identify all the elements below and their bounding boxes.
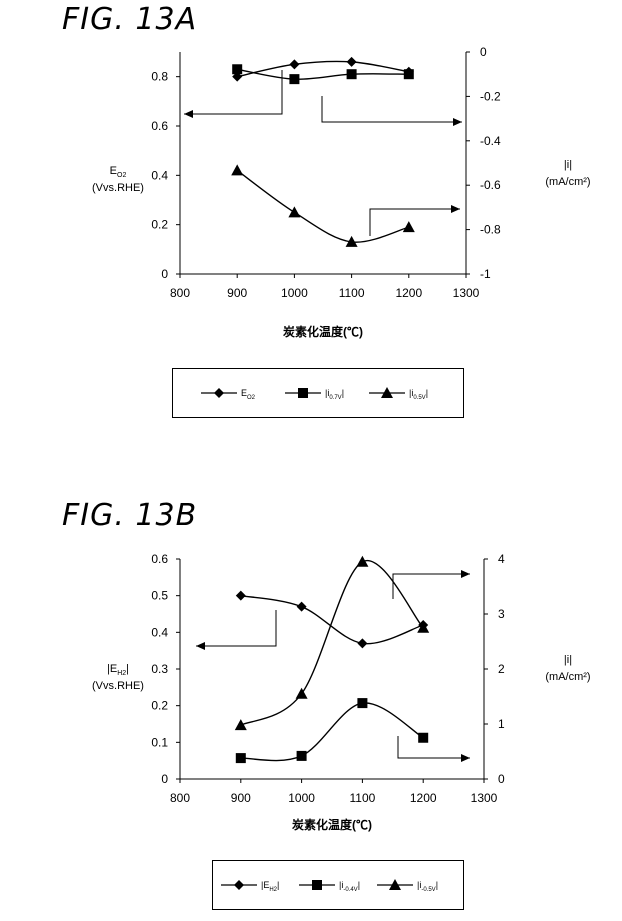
y-right-tick-label: 1 [498, 717, 505, 731]
axis-indicator-arrow [196, 610, 276, 646]
arrow-head [453, 118, 462, 126]
data-point-triangle [403, 221, 415, 232]
data-point-square [297, 751, 307, 761]
legend-label: |i0.5V| [409, 388, 428, 401]
data-point-square [347, 69, 357, 79]
y-left-tick-label: 0.2 [151, 218, 168, 232]
figure-13a: FIG. 13A 800900100011001200130000.20.40.… [0, 0, 622, 460]
data-point-diamond [297, 602, 307, 612]
y-left-axis-label: EO2 [110, 165, 127, 179]
x-tick-label: 1200 [395, 286, 422, 300]
arrow-head [196, 642, 205, 650]
x-axis-label: 炭素化温度(℃) [292, 817, 372, 832]
y-right-tick-label: -0.2 [480, 89, 501, 103]
data-point-diamond [289, 59, 299, 69]
y-right-axis-label: |i| [564, 654, 572, 666]
y-right-tick-label: -0.4 [480, 134, 501, 148]
chart-13b: 800900100011001200130000.10.20.30.40.50.… [0, 460, 622, 860]
y-left-tick-label: 0.8 [151, 70, 168, 84]
y-right-tick-label: -0.8 [480, 223, 501, 237]
chart-13a: 800 900 1000 1100 1200 1300 0 0.2 0.4 0.6 0.8 0 -0.2… [0, 0, 622, 360]
y-right-tick-label: 0 [480, 45, 487, 59]
y-left-tick-label: 0.5 [151, 589, 168, 603]
y-left-tick-label: 0.6 [151, 552, 168, 566]
x-axis-label: 炭素化温度(℃) [283, 324, 363, 339]
legend: EO2 |i0.7V| |i0.5V| [172, 368, 464, 418]
legend-label: |i0.7V| [325, 388, 344, 401]
axis-indicator-arrow [322, 96, 462, 122]
legend-marker-square [312, 880, 322, 890]
data-point-triangle [235, 719, 247, 730]
legend-marker-square [298, 388, 308, 398]
data-point-diamond [357, 638, 367, 648]
y-left-tick-label: 0.1 [151, 735, 168, 749]
y-left-axis-label: |EH2| [107, 663, 129, 677]
x-tick-label: 900 [231, 791, 251, 805]
y-right-tick-label: 3 [498, 607, 505, 621]
y-right-axis-unit: (mA/cm²) [545, 176, 590, 188]
y-right-tick-label: 4 [498, 552, 505, 566]
y-left-tick-label: 0.4 [151, 625, 168, 639]
y-left-tick-label: 0.3 [151, 662, 168, 676]
data-point-square [236, 753, 246, 763]
x-tick-label: 1200 [410, 791, 437, 805]
legend-label: |i-0.5V| [417, 880, 438, 893]
data-point-square [404, 69, 414, 79]
y-right-tick-label: 2 [498, 662, 505, 676]
legend-label: |EH2| [261, 880, 279, 893]
axis-indicator-arrow [370, 209, 460, 236]
x-tick-label: 1000 [281, 286, 308, 300]
legend-label: EO2 [241, 388, 256, 401]
x-tick-label: 1300 [453, 286, 480, 300]
axis-indicator-arrow [398, 736, 470, 758]
legend: |EH2| |i-0.4V| |i-0.5V| [212, 860, 464, 910]
data-point-square [289, 74, 299, 84]
data-point-square [232, 64, 242, 74]
y-left-axis-unit: (Vvs.RHE) [92, 182, 144, 194]
data-point-diamond [347, 57, 357, 67]
data-point-triangle [288, 206, 300, 217]
y-left-axis-unit: (Vvs.RHE) [92, 680, 144, 692]
y-left-tick-label: 0 [161, 267, 168, 281]
y-left-tick-label: 0 [161, 772, 168, 786]
data-point-square [357, 698, 367, 708]
arrow-head [461, 754, 470, 762]
arrow-head [451, 205, 460, 213]
series-line-square [241, 703, 423, 761]
series-line-triangle [237, 170, 409, 242]
y-left-tick-label: 0.6 [151, 119, 168, 133]
data-point-triangle [231, 164, 243, 175]
x-tick-label: 900 [227, 286, 247, 300]
y-right-tick-label: -0.6 [480, 178, 501, 192]
data-point-triangle [296, 688, 308, 699]
x-tick-label: 1100 [349, 791, 375, 805]
x-tick-label: 1100 [339, 286, 365, 300]
legend-label: |i-0.4V| [339, 880, 360, 893]
figure-13b: FIG. 13B 800900100011001200130000.10.20.… [0, 460, 622, 921]
x-tick-label: 1300 [471, 791, 498, 805]
y-right-axis-unit: (mA/cm²) [545, 671, 590, 683]
y-left-tick-label: 0.2 [151, 699, 168, 713]
x-tick-label: 800 [170, 286, 190, 300]
series-line-triangle [241, 561, 423, 726]
data-point-diamond [236, 591, 246, 601]
x-tick-label: 1000 [288, 791, 315, 805]
legend-marker-diamond [234, 880, 244, 890]
x-tick-label: 800 [170, 791, 190, 805]
y-right-tick-label: 0 [498, 772, 505, 786]
y-left-tick-label: 0.4 [151, 168, 168, 182]
arrow-head [184, 110, 193, 118]
y-right-tick-label: -1 [480, 267, 491, 281]
legend-marker-diamond [214, 388, 224, 398]
arrow-head [461, 570, 470, 578]
axis-indicator-arrow [393, 574, 470, 599]
data-point-square [418, 733, 428, 743]
y-right-axis-label: |i| [564, 159, 572, 171]
